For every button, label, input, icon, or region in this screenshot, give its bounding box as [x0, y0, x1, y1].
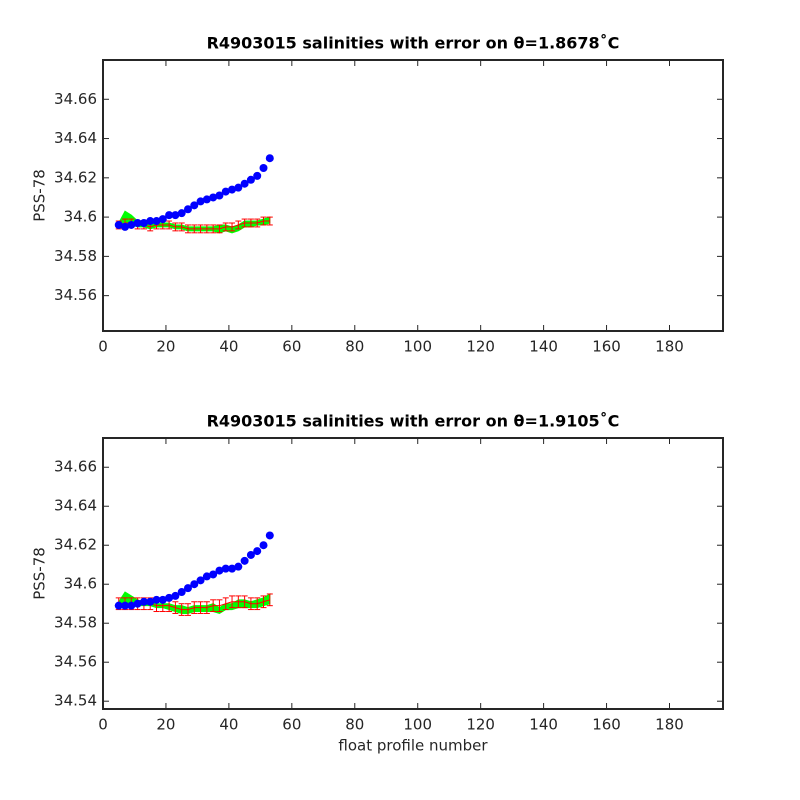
x-tick-label: 160 — [592, 338, 621, 356]
marker — [133, 599, 142, 608]
marker — [228, 564, 237, 573]
marker — [121, 601, 130, 610]
x-tick-label: 140 — [529, 338, 558, 356]
plot-frame — [102, 59, 724, 332]
x-axis-label: float profile number — [338, 737, 488, 755]
x-tick-label: 60 — [282, 716, 301, 734]
marker — [202, 572, 211, 581]
x-tick-label: 0 — [98, 716, 108, 734]
marker — [146, 597, 155, 606]
marker — [240, 556, 249, 565]
x-tick-label: 100 — [403, 716, 432, 734]
x-tick-label: 40 — [219, 338, 238, 356]
y-tick-label: 34.62 — [54, 536, 97, 554]
marker — [190, 201, 199, 210]
marker — [114, 601, 123, 610]
marker — [121, 222, 130, 231]
marker — [221, 187, 230, 196]
marker — [133, 218, 142, 227]
marker — [127, 601, 136, 610]
marker — [127, 220, 136, 229]
marker — [234, 562, 243, 571]
y-axis-label: PSS-78 — [31, 169, 49, 222]
marker — [202, 195, 211, 204]
marker — [165, 211, 174, 220]
marker — [177, 209, 186, 218]
marker — [146, 217, 155, 226]
marker — [183, 205, 192, 214]
x-tick-label: 40 — [219, 716, 238, 734]
marker — [158, 215, 167, 224]
x-tick-label: 20 — [156, 716, 175, 734]
chart-title: R4903015 salinities with error on θ=1.86… — [207, 34, 620, 53]
x-tick-label: 140 — [529, 716, 558, 734]
y-tick-label: 34.66 — [54, 90, 97, 108]
y-tick-label: 34.56 — [54, 653, 97, 671]
marker — [165, 593, 174, 602]
marker — [209, 193, 218, 202]
x-tick-label: 0 — [98, 338, 108, 356]
marker — [253, 547, 262, 556]
y-tick-label: 34.6 — [64, 575, 97, 593]
marker — [228, 185, 237, 194]
plot-frame — [102, 437, 724, 710]
y-tick-label: 34.54 — [54, 692, 97, 710]
marker — [196, 576, 205, 585]
marker — [177, 588, 186, 597]
marker — [190, 580, 199, 589]
marker — [259, 164, 268, 173]
chart-title: R4903015 salinities with error on θ=1.91… — [207, 412, 620, 431]
marker — [158, 595, 167, 604]
y-tick-label: 34.64 — [54, 129, 97, 147]
marker — [139, 218, 148, 227]
y-tick-label: 34.58 — [54, 247, 97, 265]
marker — [171, 591, 180, 600]
y-tick-label: 34.56 — [54, 286, 97, 304]
x-tick-label: 120 — [466, 716, 495, 734]
marker — [196, 197, 205, 206]
x-tick-label: 20 — [156, 338, 175, 356]
marker — [215, 566, 224, 575]
marker — [139, 597, 148, 606]
marker — [215, 191, 224, 200]
x-tick-label: 160 — [592, 716, 621, 734]
marker — [259, 541, 268, 550]
y-tick-label: 34.66 — [54, 458, 97, 476]
marker — [221, 564, 230, 573]
x-tick-label: 60 — [282, 338, 301, 356]
x-tick-label: 180 — [655, 338, 684, 356]
x-tick-label: 80 — [345, 716, 364, 734]
marker — [171, 211, 180, 220]
marker — [265, 531, 274, 540]
marker — [152, 595, 161, 604]
marker — [183, 584, 192, 593]
marker — [246, 550, 255, 559]
y-tick-label: 34.64 — [54, 497, 97, 515]
marker — [114, 220, 123, 229]
x-tick-label: 120 — [466, 338, 495, 356]
marker — [234, 183, 243, 192]
y-tick-label: 34.62 — [54, 168, 97, 186]
marker — [240, 179, 249, 188]
marker — [209, 570, 218, 579]
marker — [246, 175, 255, 184]
x-tick-label: 100 — [403, 338, 432, 356]
y-tick-label: 34.58 — [54, 614, 97, 632]
y-tick-label: 34.6 — [64, 208, 97, 226]
marker — [265, 154, 274, 163]
marker — [253, 171, 262, 180]
y-axis-label: PSS-78 — [31, 547, 49, 600]
x-tick-label: 80 — [345, 338, 364, 356]
x-tick-label: 180 — [655, 716, 684, 734]
marker — [152, 217, 161, 226]
